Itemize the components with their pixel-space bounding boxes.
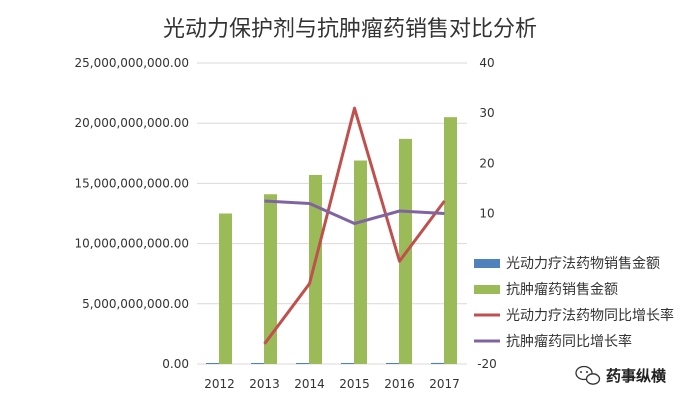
photodynamic-growth-line [263,106,446,345]
left-axis-tick-label: 5,000,000,000.00 [82,297,189,311]
antitumor-sales-bar [444,117,457,365]
gridlines [197,62,467,365]
x-axis-tick-label: 2015 [339,377,370,391]
x-axis-tick-label: 2012 [204,377,235,391]
photodynamic-sales-bar [386,363,399,364]
legend-item-photodynamic-growth: 光动力疗法药物同比增长率 [474,307,674,324]
left-axis-tick-label: 10,000,000,000.00 [74,237,189,251]
left-axis-tick-label: 15,000,000,000.00 [74,176,189,190]
antitumor-sales-bar [309,174,322,364]
legend-item-photodynamic-sales: 光动力疗法药物销售金额 [474,256,660,272]
x-axis-tick-label: 2013 [249,377,280,391]
wechat-icon [575,365,601,385]
photodynamic-sales-bar [296,363,309,364]
legend-swatch [474,259,500,268]
legend-label: 光动力疗法药物销售金额 [506,256,660,272]
lines [263,106,446,345]
watermark-text: 药事纵横 [606,367,667,385]
antitumor-sales-bar [219,213,232,364]
bars [206,117,457,365]
left-axis-tick-label: 25,000,000,000.00 [74,56,189,70]
legend-background [468,247,692,353]
antitumor-sales-bar [264,194,277,364]
axes: 0.00 5,000,000,000.00 10,000,000,000.00 15,… [74,56,496,391]
left-axis-tick-label: 0.00 [162,357,189,371]
right-axis-tick-label: 20 [479,156,494,170]
chart-title: 光动力保护剂与抗肿瘤药销售对比分析 [163,17,537,42]
legend-item-antitumor-growth: 抗肿瘤药同比增长率 [474,333,632,350]
legend-label: 抗肿瘤药销售金额 [506,281,618,298]
watermark: 药事纵横 [575,365,667,385]
legend-label: 抗肿瘤药同比增长率 [506,333,632,350]
photodynamic-sales-bar [251,363,264,364]
legend-item-antitumor-sales: 抗肿瘤药销售金额 [474,281,618,298]
right-axis-tick-label: 30 [479,106,494,120]
antitumor-growth-line [264,199,445,225]
antitumor-sales-bar [354,160,367,364]
legend-swatch [474,285,500,294]
left-axis-tick-label: 20,000,000,000.00 [74,116,189,130]
photodynamic-sales-bar [206,363,219,364]
x-axis-tick-label: 2014 [294,377,325,391]
legend-label: 光动力疗法药物同比增长率 [506,307,674,324]
photodynamic-sales-bar [431,362,444,364]
right-axis-tick-label: -20 [477,357,497,371]
right-axis-tick-label: 10 [479,207,494,221]
x-axis-tick-label: 2016 [384,377,415,391]
x-axis-tick-label: 2017 [429,377,460,391]
photodynamic-sales-bar [341,363,354,364]
right-axis-tick-label: 40 [479,56,494,70]
